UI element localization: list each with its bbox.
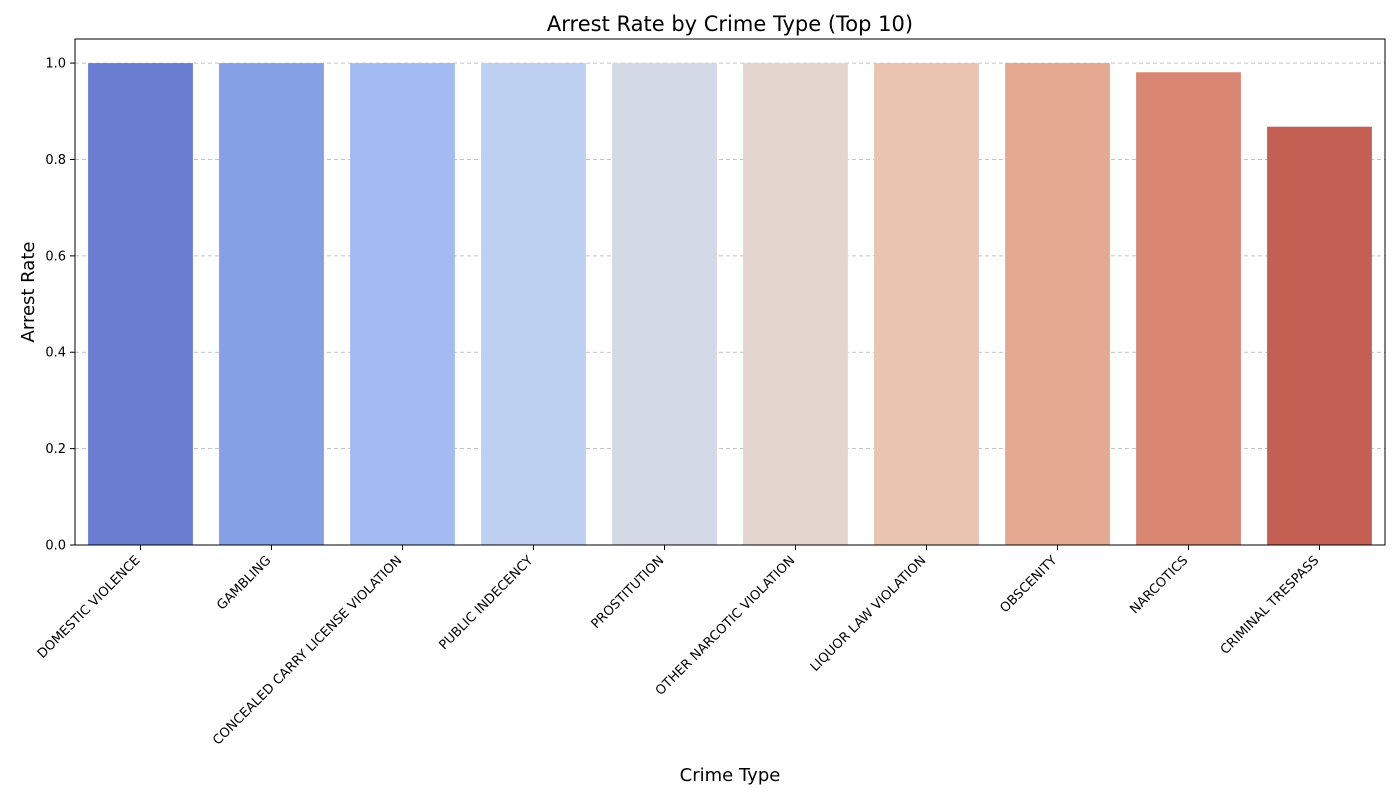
x-tick-label: PUBLIC INDECENCY [437, 553, 537, 653]
bar [1267, 126, 1372, 545]
bar [1005, 63, 1110, 545]
bar [219, 63, 324, 545]
y-tick-label: 0.6 [45, 249, 66, 264]
x-axis-label: Crime Type [680, 765, 781, 786]
y-tick-label: 1.0 [45, 57, 66, 72]
chart-title: Arrest Rate by Crime Type (Top 10) [547, 12, 913, 36]
x-tick-label: OBSCENITY [997, 553, 1060, 616]
x-tick-label: GAMBLING [214, 553, 274, 613]
y-axis-label: Arrest Rate [18, 242, 39, 343]
bar [481, 63, 586, 545]
plot-frame [74, 38, 1386, 546]
x-tick-label: NARCOTICS [1127, 553, 1191, 617]
bar [350, 63, 455, 545]
x-tick-label: DOMESTIC VIOLENCE [35, 553, 143, 661]
bars-layer [88, 63, 1372, 545]
y-tick-label: 0.0 [45, 539, 66, 554]
y-tick-label: 0.2 [45, 442, 66, 457]
bar [1136, 72, 1241, 545]
y-axis: 0.0 0.2 0.4 0.6 0.8 1.0 [45, 57, 75, 554]
x-tick-label: OTHER NARCOTIC VIOLATION [653, 553, 798, 698]
x-tick-label: LIQUOR LAW VIOLATION [808, 553, 930, 675]
y-tick-label: 0.8 [45, 153, 66, 168]
bar [743, 63, 848, 545]
x-tick-label: CRIMINAL TRESPASS [1218, 553, 1323, 658]
bar [88, 63, 193, 545]
x-tick-label: PROSTITUTION [589, 553, 668, 632]
bar [874, 63, 979, 545]
bar [612, 63, 717, 545]
y-tick-label: 0.4 [45, 346, 66, 361]
